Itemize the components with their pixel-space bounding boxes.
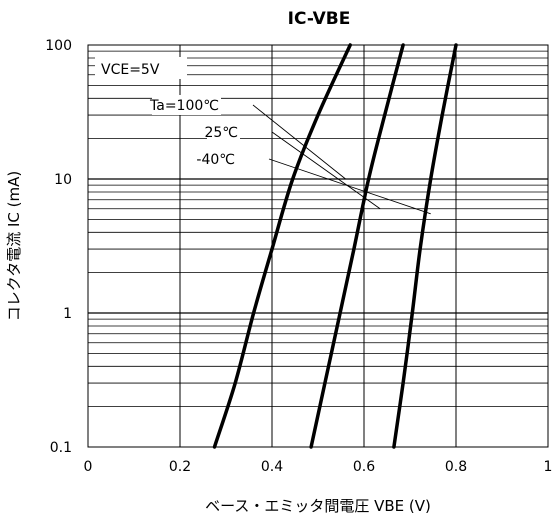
x-tick-label: 0 <box>84 459 93 475</box>
series-line-0 <box>212 43 352 449</box>
annotation-leaders <box>252 104 431 215</box>
annotation-label-bg <box>207 122 240 142</box>
annotation-label: 25℃ <box>204 125 238 141</box>
y-tick-label: 10 <box>54 172 72 188</box>
annotation-label: Ta=100℃ <box>149 98 219 114</box>
annotation-leader <box>271 131 381 210</box>
series-line-2 <box>392 43 458 449</box>
x-tick-label: 0.6 <box>353 459 375 475</box>
x-tick-label: 0.8 <box>445 459 467 475</box>
y-axis-label: コレクタ電流 IC (mA) <box>5 171 23 321</box>
x-axis-label: ベース・エミッタ間電圧 VBE (V) <box>205 497 431 515</box>
annotation-label-bg <box>152 95 221 115</box>
annotation-label-bg <box>195 149 237 169</box>
annotation-leader <box>252 104 346 180</box>
condition-label-box <box>95 57 187 79</box>
plot-grid <box>88 45 548 447</box>
annotation-leader <box>268 158 431 215</box>
y-tick-label: 1 <box>63 306 72 322</box>
tick-labels: 0 0.2 0.4 0.6 0.8 1 0.1 1 10 100 <box>45 38 552 475</box>
plot-frame <box>87 44 549 448</box>
annotation-labels: Ta=100℃ 25℃ -40℃ <box>149 95 240 169</box>
y-tick-label: 0.1 <box>50 440 72 456</box>
annotation-label: -40℃ <box>196 152 235 168</box>
chart-title: IC-VBE <box>288 9 351 29</box>
x-tick-label: 1 <box>544 459 553 475</box>
y-tick-label: 100 <box>45 38 72 54</box>
data-curves <box>212 43 458 449</box>
x-tick-label: 0.2 <box>169 459 191 475</box>
x-tick-label: 0.4 <box>261 459 283 475</box>
condition-label: VCE=5V <box>101 62 160 78</box>
series-line-1 <box>309 43 405 449</box>
